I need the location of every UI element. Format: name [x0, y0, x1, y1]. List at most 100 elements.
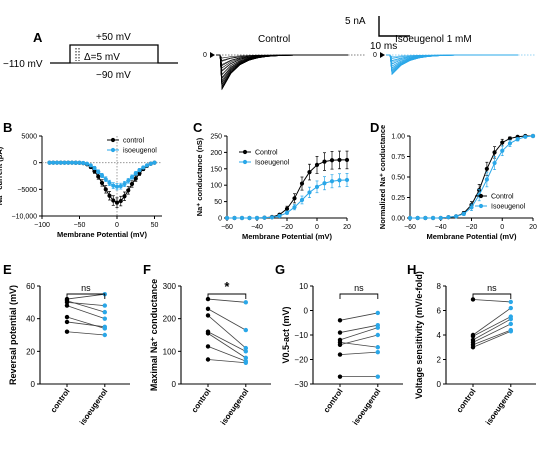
x-tick-label: 0: [500, 224, 504, 231]
legend-swatch-dot: [242, 159, 248, 165]
data-point: [329, 158, 335, 163]
y-axis-label: V0.5-act (mV): [281, 306, 291, 363]
x-tick-label: −20: [466, 224, 478, 231]
y-tick-label: 150: [210, 166, 222, 173]
x-tick-label: 0: [115, 222, 119, 229]
data-point: [96, 174, 101, 179]
data-point: [129, 181, 135, 187]
pair-line: [207, 298, 246, 303]
paired-observation: [337, 349, 380, 357]
data-point: [111, 198, 116, 203]
data-point: [344, 157, 350, 163]
y-tick-label: −20: [294, 356, 308, 365]
scale-time-label: 10 ms: [370, 41, 397, 52]
x-tick-label: 0: [315, 224, 319, 231]
y-axis-label: Maximal Na⁺ conductance: [149, 279, 159, 391]
current-trace: [216, 54, 348, 88]
y-tick-label: 4: [437, 331, 442, 340]
paired-observation: [205, 306, 248, 333]
legend-swatch-dot: [242, 149, 248, 155]
data-point: [84, 161, 90, 166]
paired-observation: [337, 310, 380, 323]
data-point: [523, 134, 528, 139]
data-point: [530, 133, 536, 139]
isoeugenol-point: [102, 332, 108, 338]
y-tick-label: 0: [304, 307, 309, 316]
x-tick-label: 50: [151, 222, 159, 229]
x-tick-label: 20: [343, 224, 351, 231]
paired-observation: [64, 319, 108, 330]
control-point: [205, 313, 211, 318]
control-point: [64, 314, 70, 320]
data-point: [81, 160, 86, 166]
data-point: [307, 169, 312, 175]
category-label: isoeugenol: [351, 387, 383, 427]
data-point: [254, 215, 260, 221]
legend-label: control: [123, 138, 144, 145]
current-trace: [216, 54, 348, 86]
pair-line: [207, 315, 247, 349]
control-traces: 0: [203, 52, 366, 91]
panel-g-label: G: [275, 262, 285, 277]
isoeugenol-point: [375, 310, 380, 316]
data-point: [148, 161, 153, 166]
significance-label: ns: [81, 283, 91, 293]
legend-label: Control: [255, 150, 278, 157]
pair-line: [472, 299, 511, 303]
data-point: [141, 165, 146, 170]
data-point: [51, 160, 56, 165]
isoeugenol-point: [375, 345, 380, 350]
data-point: [299, 181, 305, 186]
panel-d: D −60 −40 −20 0 20 0.00 0.25 0.50 0.75 1.00 Membra…: [370, 120, 537, 241]
y-tick-label: 200: [210, 150, 222, 157]
pair-line: [66, 321, 105, 328]
data-point: [492, 150, 497, 155]
data-point: [152, 160, 157, 165]
pair-line: [339, 341, 378, 348]
y-axis-label: Normalized Na⁺ conductance: [378, 125, 387, 229]
data-point: [407, 215, 413, 221]
data-point: [107, 180, 112, 186]
protocol-step-outline: [50, 44, 178, 64]
data-point: [469, 205, 474, 210]
isoeugenol-point: [243, 327, 248, 333]
paired-observation: [205, 331, 248, 361]
data-point: [284, 206, 290, 211]
category-label: isoeugenol: [484, 387, 516, 427]
step-top-label: +50 mV: [96, 32, 131, 43]
paired-observation: [470, 329, 513, 350]
data-point: [314, 184, 320, 189]
y-tick-label: 6: [437, 307, 442, 316]
control-point: [470, 297, 476, 302]
significance-bracket: [472, 293, 512, 299]
panel-b-label: B: [3, 120, 12, 135]
data-point: [344, 177, 350, 183]
panel-d-label: D: [370, 120, 379, 135]
paired-observation: [470, 316, 513, 343]
data-point: [73, 160, 78, 165]
legend-label: Isoeugenol: [255, 160, 290, 167]
paired-observation: [205, 344, 248, 364]
paired-observation: [205, 296, 248, 305]
control-point: [64, 319, 70, 325]
data-point: [122, 181, 127, 187]
data-point: [492, 160, 497, 166]
data-point: [299, 197, 305, 203]
data-point: [66, 160, 71, 165]
data-point: [247, 215, 252, 221]
data-point: [515, 137, 520, 142]
isoeugenol-point: [375, 325, 380, 330]
pair-line: [66, 300, 105, 313]
paired-observation: [205, 329, 248, 354]
data-point: [77, 160, 82, 165]
control-point: [337, 340, 343, 345]
data-point: [114, 184, 120, 189]
data-point: [292, 196, 297, 201]
significance-bracket: [66, 293, 106, 299]
legend: control isoeugenol: [107, 138, 157, 155]
data-point: [137, 171, 142, 176]
significance-bracket: [339, 293, 379, 299]
data-point: [500, 140, 505, 145]
y-tick-label: 8: [437, 282, 442, 291]
control-point: [205, 306, 211, 312]
